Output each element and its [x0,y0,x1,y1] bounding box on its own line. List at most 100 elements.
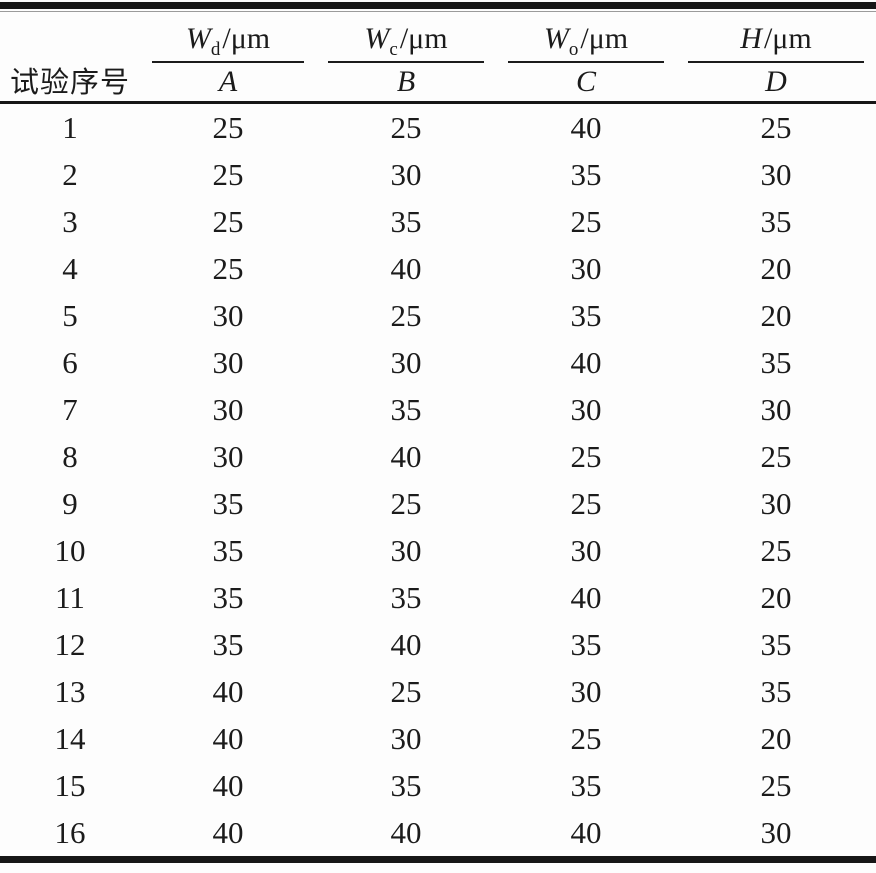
run-number-cell: 5 [62,297,78,333]
header-row-factors: A B C D [0,63,876,103]
table-row: 1 25 25 40 25 [0,103,876,152]
factor-header-d: D [676,63,876,103]
table-row: 8 30 40 25 25 [0,433,876,480]
table-row: 7 30 35 30 30 [0,386,876,433]
run-number-cell: 8 [62,438,78,474]
run-number-cell: 1 [62,109,78,145]
table-row: 4 25 40 30 20 [0,245,876,292]
value-cell-b: 25 [390,109,422,145]
value-cell-d: 35 [760,626,792,662]
table-row: 5 30 25 35 20 [0,292,876,339]
table-row: 9 35 25 25 30 [0,480,876,527]
table-row: 11 35 35 40 20 [0,574,876,621]
value-cell-d: 25 [760,109,792,145]
column-header-wd: Wd/μm [140,12,316,63]
value-cell-b: 30 [390,532,422,568]
value-cell-b: 35 [390,579,422,615]
run-number-header: 试验序号 [9,67,130,99]
value-cell-c: 35 [570,156,602,192]
value-cell-d: 30 [760,485,792,521]
table-row: 6 30 30 40 35 [0,339,876,386]
run-number-cell: 14 [54,720,86,756]
value-cell-c: 40 [570,579,602,615]
table-row: 3 25 35 25 35 [0,198,876,245]
value-cell-d: 25 [760,767,792,803]
run-number-cell: 16 [54,814,86,850]
run-number-cell: 10 [54,532,86,568]
quantity-subscript: c [389,39,398,60]
value-cell-c: 35 [570,626,602,662]
value-cell-a: 40 [212,814,244,850]
value-cell-c: 40 [570,109,602,145]
run-number-cell: 15 [54,767,86,803]
quantity-symbol: W [364,22,390,55]
value-cell-b: 25 [390,297,422,333]
table-row: 14 40 30 25 20 [0,715,876,762]
value-cell-b: 40 [390,814,422,850]
value-cell-a: 40 [212,767,244,803]
value-cell-b: 40 [390,438,422,474]
run-number-cell: 4 [62,250,78,286]
value-cell-c: 25 [570,485,602,521]
quantity-unit: /μm [763,22,812,55]
value-cell-b: 35 [390,767,422,803]
value-cell-d: 35 [760,344,792,380]
value-cell-a: 30 [212,438,244,474]
table-top-rule [0,2,876,9]
value-cell-a: 35 [212,532,244,568]
orthogonal-experiment-table: 试验序号 Wd/μm Wc/μm Wo/μm H/μm A B C D [0,12,876,856]
value-cell-d: 20 [760,297,792,333]
value-cell-c: 30 [570,673,602,709]
header-row-units: 试验序号 Wd/μm Wc/μm Wo/μm H/μm [0,12,876,99]
factor-label: A [218,65,238,98]
value-cell-a: 40 [212,720,244,756]
value-cell-a: 35 [212,626,244,662]
run-number-cell: 13 [54,673,86,709]
quantity-symbol: W [185,22,211,55]
factor-header-a: A [140,63,316,103]
value-cell-a: 35 [212,579,244,615]
value-cell-d: 30 [760,391,792,427]
table-row: 15 40 35 35 25 [0,762,876,809]
quantity-symbol: H [740,22,762,55]
value-cell-d: 30 [760,156,792,192]
value-cell-c: 25 [570,438,602,474]
value-cell-c: 40 [570,344,602,380]
column-header-wc: Wc/μm [316,12,496,63]
value-cell-b: 35 [390,203,422,239]
run-number-cell: 9 [62,485,78,521]
column-header-wc-label: Wc/μm [328,22,484,63]
run-number-cell: 3 [62,203,78,239]
value-cell-d: 30 [760,814,792,850]
run-number-cell: 11 [55,579,85,615]
value-cell-a: 25 [212,109,244,145]
table-row: 13 40 25 30 35 [0,668,876,715]
column-header-h-label: H/μm [688,22,864,63]
value-cell-a: 30 [212,391,244,427]
factor-label: D [765,65,787,98]
value-cell-c: 30 [570,250,602,286]
value-cell-a: 25 [212,250,244,286]
value-cell-c: 35 [570,297,602,333]
value-cell-d: 25 [760,438,792,474]
value-cell-b: 30 [390,720,422,756]
factor-label: C [575,65,596,98]
value-cell-a: 30 [212,297,244,333]
value-cell-c: 30 [570,532,602,568]
column-header-wo-label: Wo/μm [508,22,664,63]
column-header-wo: Wo/μm [496,12,676,63]
quantity-unit: /μm [580,22,629,55]
table-row: 16 40 40 40 30 [0,809,876,856]
table-bottom-rule [0,856,876,863]
quantity-subscript: o [568,39,579,60]
value-cell-d: 25 [760,532,792,568]
run-number-cell: 12 [54,626,86,662]
table-body: 1 25 25 40 25 2 25 30 35 30 3 25 35 25 35 4 25 40 30 20 5 30 2… [0,103,876,857]
table-row: 12 35 40 35 35 [0,621,876,668]
value-cell-b: 25 [390,485,422,521]
factor-label: B [396,65,416,98]
value-cell-c: 40 [570,814,602,850]
value-cell-c: 25 [570,203,602,239]
value-cell-a: 30 [212,344,244,380]
